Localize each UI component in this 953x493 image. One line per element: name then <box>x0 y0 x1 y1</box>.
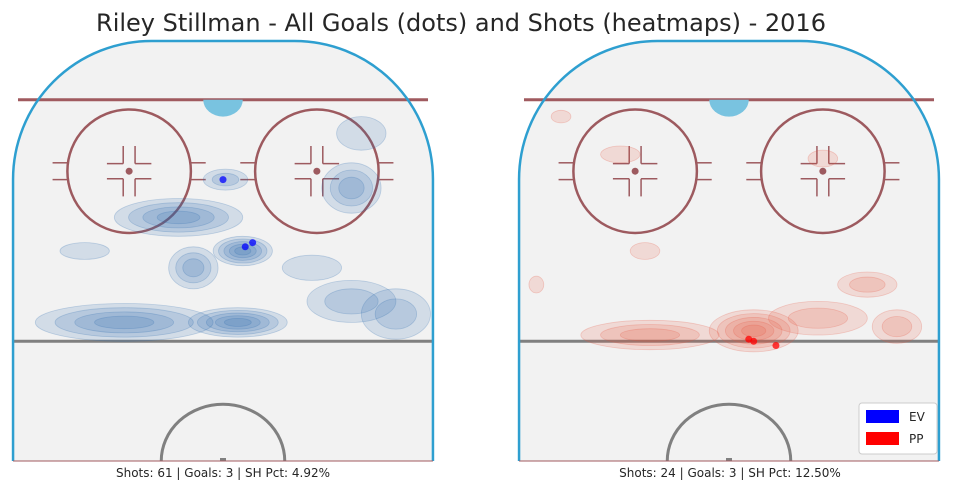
heatmap-layer <box>34 116 431 342</box>
heatmap-contour <box>580 319 720 351</box>
rink-ice <box>13 41 433 461</box>
heatmap-contour <box>142 206 215 229</box>
goal-crease <box>203 99 243 117</box>
heatmap-contour <box>228 243 257 259</box>
heatmap-contour <box>94 315 155 330</box>
heatmap-contour <box>324 288 379 315</box>
heatmap-contour <box>338 176 365 200</box>
faceoff-dot-left <box>125 167 133 175</box>
heatmap-contour <box>871 309 923 344</box>
heatmap-contour <box>837 271 898 298</box>
goal-crease <box>709 99 749 117</box>
heatmap-contour <box>34 303 214 342</box>
goal-dot <box>219 176 227 184</box>
legend: EV PP <box>858 402 938 455</box>
heatmap-contour <box>708 309 799 353</box>
heatmap-contour <box>550 109 572 124</box>
heatmap-contour <box>881 316 913 338</box>
faceoff-circle-left <box>572 108 699 235</box>
heatmap-contour <box>787 307 848 329</box>
goal-dot <box>772 342 780 349</box>
left-rink-panel <box>11 39 435 462</box>
chart-title: Riley Stillman - All Goals (dots) and Sh… <box>96 9 826 37</box>
heatmap-contour <box>223 317 252 327</box>
heatmap-contour <box>374 298 418 330</box>
heatmap-contour <box>807 149 839 168</box>
heatmap-contour <box>156 210 201 225</box>
legend-label-ev: EV <box>909 410 926 424</box>
right-panel-caption: Shots: 24 | Goals: 3 | SH Pct: 12.50% <box>619 466 841 480</box>
heatmap-contour <box>74 311 174 334</box>
heatmap-contour <box>629 242 661 260</box>
heatmap-contour <box>600 145 641 164</box>
heatmap-contour <box>214 315 261 330</box>
heatmap-contour <box>619 328 681 342</box>
heatmap-contour <box>168 246 219 290</box>
goal-dot <box>249 239 257 247</box>
heatmap-contour <box>182 258 205 278</box>
faceoff-dot-right <box>819 167 827 175</box>
heatmap-contour <box>188 307 288 338</box>
faceoff-dot-right <box>313 167 321 175</box>
heatmap-contour <box>360 288 431 340</box>
heatmap-contour <box>59 242 110 260</box>
faceoff-dot-left <box>631 167 639 175</box>
goal-dot <box>241 243 249 251</box>
legend-swatch-ev <box>866 410 899 423</box>
rink-boards <box>11 39 435 461</box>
heatmap-contour <box>336 116 387 151</box>
goal-dot <box>750 337 758 345</box>
right-rink-panel <box>517 39 941 462</box>
heatmap-contour <box>306 279 397 323</box>
faceoff-circle-right <box>253 108 380 235</box>
heatmap-contour <box>212 235 273 267</box>
heatmap-layer <box>528 109 923 353</box>
heatmap-contour <box>528 275 545 294</box>
heatmap-contour <box>175 252 212 284</box>
rink-boards <box>517 39 941 461</box>
heatmap-contour <box>768 301 868 336</box>
heatmap-contour <box>205 312 270 333</box>
heatmap-contour <box>54 307 194 338</box>
faceoff-circle-right <box>759 108 886 235</box>
heatmap-contour <box>716 313 791 349</box>
center-circle <box>665 402 793 462</box>
heatmap-contour <box>600 324 700 346</box>
rink-ice <box>519 41 939 461</box>
heatmap-contour <box>281 254 342 281</box>
left-panel-caption: Shots: 61 | Goals: 3 | SH Pct: 4.92% <box>116 466 330 480</box>
heatmap-contour <box>128 202 229 233</box>
legend-label-pp: PP <box>909 432 923 446</box>
center-dot <box>726 458 732 461</box>
center-dot <box>220 458 226 461</box>
heatmap-contour <box>741 324 767 337</box>
legend-swatch-pp <box>866 432 899 445</box>
heatmap-contour <box>113 198 244 237</box>
heatmap-contour <box>197 309 279 335</box>
heatmap-contour <box>321 162 382 214</box>
center-circle <box>159 402 287 462</box>
heatmap-contour <box>223 241 263 261</box>
heatmap-contour <box>329 169 374 207</box>
faceoff-circle-left <box>66 108 193 235</box>
heatmap-contour <box>849 276 886 293</box>
